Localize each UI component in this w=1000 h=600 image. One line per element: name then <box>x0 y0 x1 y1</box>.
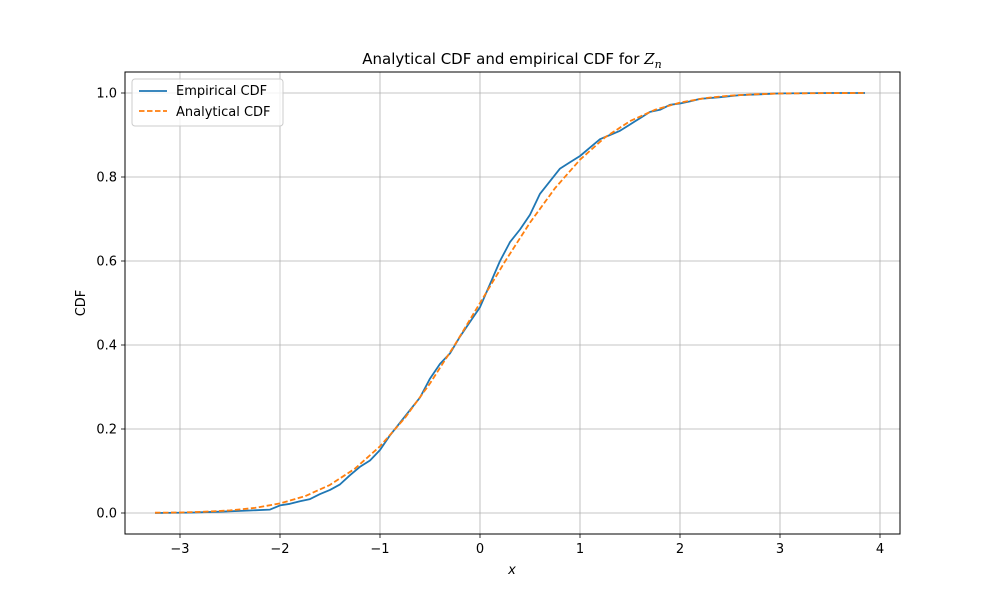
ticks: −3 −2 −1 0 1 2 3 4 0.0 0.2 0.4 0.6 0.8 1.0 <box>96 87 884 558</box>
analytical-cdf-line <box>154 92 866 514</box>
x-tick-label: 1 <box>576 542 584 557</box>
x-tick-label: −3 <box>170 542 189 557</box>
x-tick-label: 0 <box>476 542 484 557</box>
legend: Empirical CDF Analytical CDF <box>131 78 284 127</box>
legend-label-analytical: Analytical CDF <box>176 105 271 120</box>
x-tick-label: 2 <box>676 542 684 557</box>
x-tick-label: 3 <box>776 542 784 557</box>
y-tick-label: 0.2 <box>96 423 117 438</box>
series-layer <box>154 92 866 514</box>
y-axis-label: CDF <box>74 290 89 317</box>
y-tick-label: 1.0 <box>96 87 117 102</box>
x-tick-label: −2 <box>270 542 289 557</box>
chart-title: Analytical CDF and empirical CDF for Zn <box>362 50 661 71</box>
grid <box>125 72 900 534</box>
x-axis-label: x <box>507 563 516 578</box>
chart-title-math-sub: n <box>655 58 662 71</box>
legend-box <box>131 78 284 127</box>
y-tick-label: 0.8 <box>96 171 117 186</box>
x-tick-label: −1 <box>370 542 389 557</box>
chart-title-math: Z <box>643 50 655 68</box>
chart-title-text: Analytical CDF and empirical CDF for <box>362 50 644 68</box>
plot-frame <box>124 71 901 535</box>
y-tick-label: 0.4 <box>96 339 117 354</box>
y-tick-label: 0.6 <box>96 255 117 270</box>
legend-label-empirical: Empirical CDF <box>176 84 267 99</box>
y-tick-label: 0.0 <box>96 507 117 522</box>
x-tick-label: 4 <box>876 542 884 557</box>
